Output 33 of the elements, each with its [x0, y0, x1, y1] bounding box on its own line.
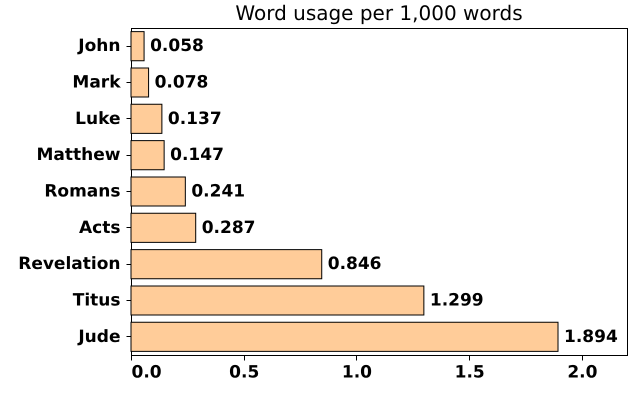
y-tick-label: Acts	[79, 218, 120, 238]
data-label: 1.299	[430, 290, 484, 310]
bar	[130, 285, 424, 316]
data-label: 0.078	[154, 72, 208, 92]
bar	[130, 31, 145, 62]
data-label: 0.137	[168, 108, 222, 129]
data-label: 0.147	[170, 145, 224, 166]
y-tick-label: Revelation	[18, 254, 120, 274]
y-tick-label: John	[77, 36, 120, 56]
y-tick-label: Mark	[72, 72, 122, 92]
x-tick-label: 2.0	[567, 362, 598, 382]
x-tick-label: 0.5	[229, 362, 260, 382]
y-tick-label: Matthew	[36, 145, 121, 166]
y-tick-label: Luke	[75, 108, 120, 129]
bar	[130, 104, 162, 134]
chart-title: Word usage per 1,000 words	[235, 1, 523, 25]
bar	[130, 176, 186, 207]
y-tick-label: Jude	[77, 326, 120, 347]
y-tick-label: Titus	[72, 290, 120, 310]
data-label: 0.287	[202, 218, 256, 238]
data-label: 0.846	[328, 254, 382, 274]
data-label: 1.894	[564, 326, 618, 347]
bar	[130, 212, 196, 243]
bar	[130, 67, 150, 98]
bar	[130, 322, 559, 352]
data-label: 0.058	[150, 36, 204, 56]
x-tick-label: 0.0	[132, 362, 162, 382]
data-label: 0.241	[191, 182, 246, 202]
x-tick-label: 1.0	[342, 362, 372, 382]
bar	[130, 249, 322, 280]
y-tick-label: Romans	[44, 182, 120, 202]
bar	[130, 140, 165, 170]
x-tick-label: 1.5	[454, 362, 485, 382]
